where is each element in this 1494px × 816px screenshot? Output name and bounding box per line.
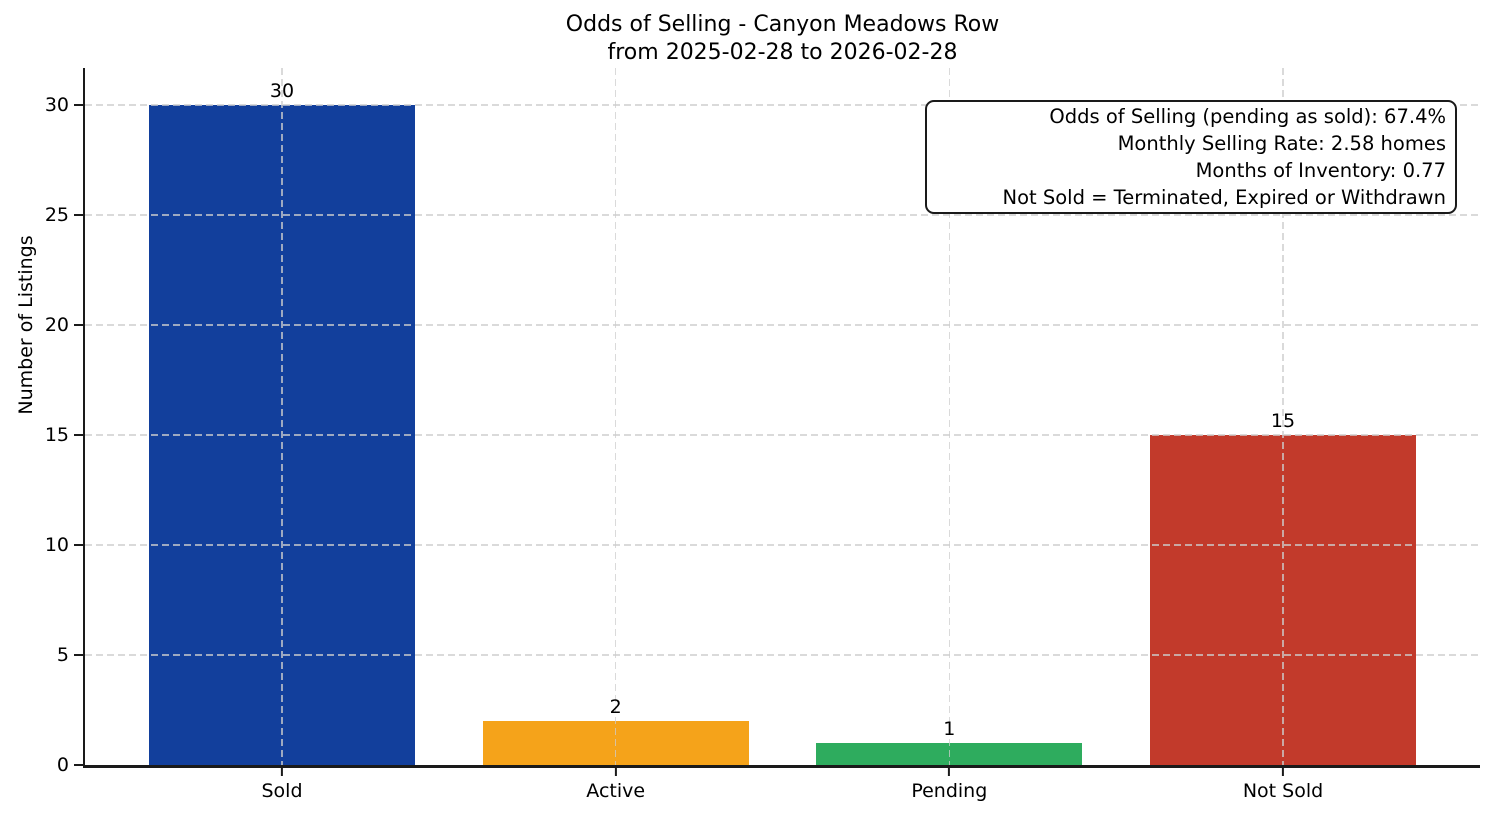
y-tick-mark bbox=[74, 433, 83, 437]
y-tick-mark bbox=[74, 543, 83, 547]
y-tick-mark bbox=[74, 323, 83, 327]
y-tick-mark bbox=[74, 653, 83, 657]
x-tick-label-active: Active bbox=[586, 780, 646, 802]
y-tick-label: 15 bbox=[44, 424, 69, 446]
x-tick-label-not-sold: Not Sold bbox=[1242, 780, 1324, 802]
stats-line: Months of Inventory: 0.77 bbox=[1195, 159, 1446, 182]
chart-title: Odds of Selling - Canyon Meadows Row fro… bbox=[85, 11, 1480, 67]
bar-sold bbox=[149, 105, 415, 765]
stats-line: Odds of Selling (pending as sold): 67.4% bbox=[1049, 105, 1446, 128]
chart-title-line2: from 2025-02-28 to 2026-02-28 bbox=[607, 40, 958, 65]
bar-not-sold bbox=[1150, 435, 1416, 765]
gridline-vertical bbox=[615, 68, 617, 765]
bar-active bbox=[482, 721, 749, 765]
y-tick-label: 10 bbox=[44, 534, 69, 556]
bar-value-label-not-sold: 15 bbox=[1270, 410, 1296, 432]
y-tick-label: 30 bbox=[44, 94, 69, 116]
stats-annotation-box: Odds of Selling (pending as sold): 67.4%… bbox=[925, 100, 1457, 214]
y-tick-mark bbox=[74, 213, 83, 217]
y-axis-label: Number of Listings bbox=[15, 235, 37, 415]
x-tick-mark bbox=[280, 767, 284, 776]
x-tick-mark bbox=[1281, 767, 1285, 776]
y-tick-mark bbox=[74, 103, 83, 107]
stats-line: Monthly Selling Rate: 2.58 homes bbox=[1117, 132, 1446, 155]
chart-title-line1: Odds of Selling - Canyon Meadows Row bbox=[565, 12, 1000, 37]
bar-pending bbox=[816, 743, 1083, 765]
y-tick-label: 20 bbox=[44, 314, 69, 336]
x-tick-label-pending: Pending bbox=[911, 780, 988, 802]
bar-value-label-sold: 30 bbox=[269, 80, 295, 102]
x-tick-mark bbox=[614, 767, 617, 776]
y-tick-label: 25 bbox=[44, 204, 69, 226]
x-tick-label-sold: Sold bbox=[261, 780, 303, 802]
y-tick-label: 0 bbox=[56, 754, 69, 776]
x-tick-mark bbox=[948, 767, 951, 776]
y-tick-label: 5 bbox=[56, 644, 69, 666]
bar-value-label-active: 2 bbox=[609, 696, 622, 718]
bar-value-label-pending: 1 bbox=[943, 718, 956, 740]
y-tick-mark bbox=[74, 763, 83, 767]
x-axis-spine bbox=[82, 765, 1480, 768]
stats-line: Not Sold = Terminated, Expired or Withdr… bbox=[1002, 186, 1446, 209]
y-axis-spine bbox=[82, 68, 85, 766]
